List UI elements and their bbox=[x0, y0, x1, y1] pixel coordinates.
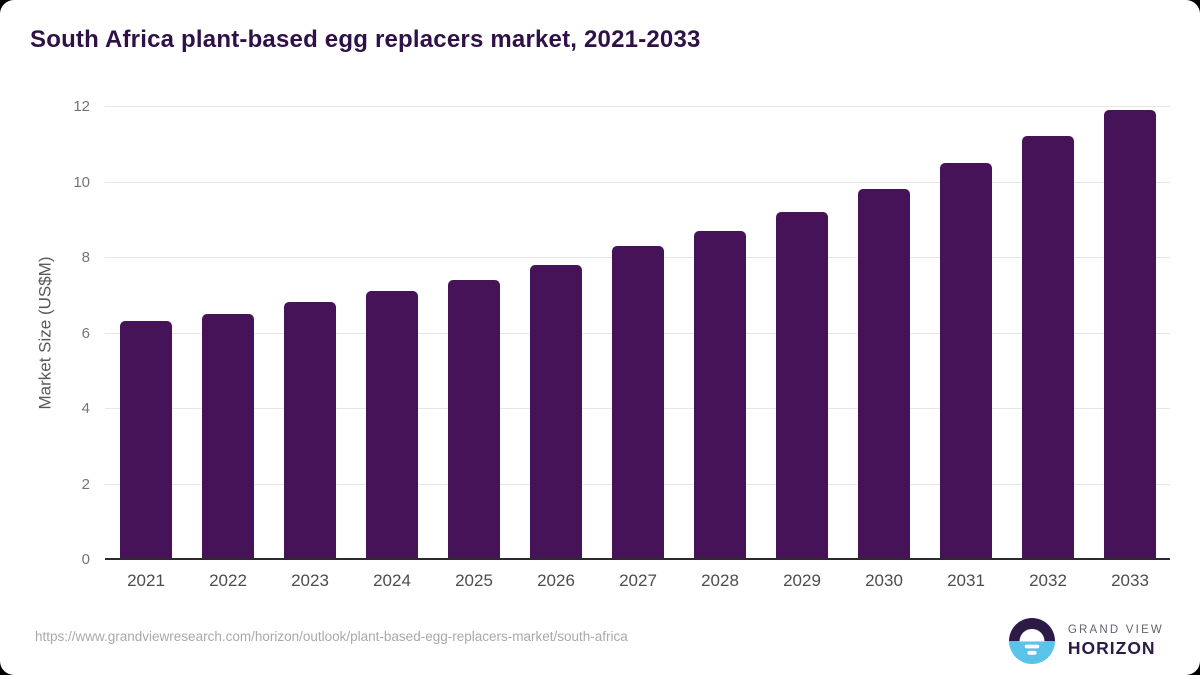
brand-logo-text: GRAND VIEW HORIZON bbox=[1068, 624, 1164, 659]
bar-2025 bbox=[448, 279, 500, 559]
x-tick-label: 2021 bbox=[127, 571, 165, 590]
y-tick-label: 0 bbox=[81, 551, 90, 568]
bar-2021 bbox=[120, 321, 172, 559]
bar-2032 bbox=[1022, 136, 1074, 559]
horizon-sunrise-icon bbox=[1008, 618, 1055, 664]
source-url: https://www.grandviewresearch.com/horizo… bbox=[35, 629, 628, 644]
x-tick-label: 2024 bbox=[373, 571, 411, 590]
x-tick-label: 2025 bbox=[455, 571, 493, 590]
grid-line bbox=[105, 106, 1170, 107]
y-tick-label: 6 bbox=[81, 324, 90, 342]
x-tick-label: 2027 bbox=[619, 571, 657, 590]
x-tick-label: 2029 bbox=[783, 571, 821, 590]
bar-2033 bbox=[1104, 109, 1156, 559]
y-tick-label: 10 bbox=[73, 173, 90, 191]
bar-2030 bbox=[858, 189, 910, 559]
y-tick-label: 2 bbox=[81, 475, 90, 493]
brand-name-bottom: HORIZON bbox=[1067, 637, 1156, 658]
bar-2027 bbox=[612, 245, 664, 559]
x-tick-label: 2033 bbox=[1111, 571, 1149, 590]
x-tick-label: 2032 bbox=[1029, 571, 1067, 590]
y-tick-label: 4 bbox=[81, 400, 90, 417]
x-tick-label: 2022 bbox=[209, 571, 247, 590]
x-tick-label: 2028 bbox=[701, 571, 739, 590]
brand-name-top: GRAND VIEW bbox=[1067, 623, 1164, 636]
plot-area bbox=[105, 106, 1170, 559]
bar-2028 bbox=[694, 230, 746, 559]
bar-2023 bbox=[284, 302, 336, 559]
x-tick-label: 2030 bbox=[865, 571, 903, 590]
bar-2031 bbox=[940, 162, 992, 559]
bar-2029 bbox=[776, 211, 828, 559]
chart-title: South Africa plant-based egg replacers m… bbox=[30, 26, 701, 53]
brand-logo: GRAND VIEW HORIZON bbox=[1008, 618, 1164, 664]
bar-2022 bbox=[202, 313, 254, 559]
grid-line bbox=[105, 181, 1170, 183]
y-tick-label: 8 bbox=[81, 249, 90, 266]
y-tick-label: 12 bbox=[73, 98, 90, 115]
bar-2024 bbox=[366, 290, 418, 559]
bar-2026 bbox=[530, 264, 582, 559]
x-tick-label: 2031 bbox=[947, 571, 985, 590]
x-tick-label: 2023 bbox=[291, 571, 329, 590]
x-axis-line bbox=[105, 558, 1170, 560]
x-tick-label: 2026 bbox=[537, 571, 575, 590]
